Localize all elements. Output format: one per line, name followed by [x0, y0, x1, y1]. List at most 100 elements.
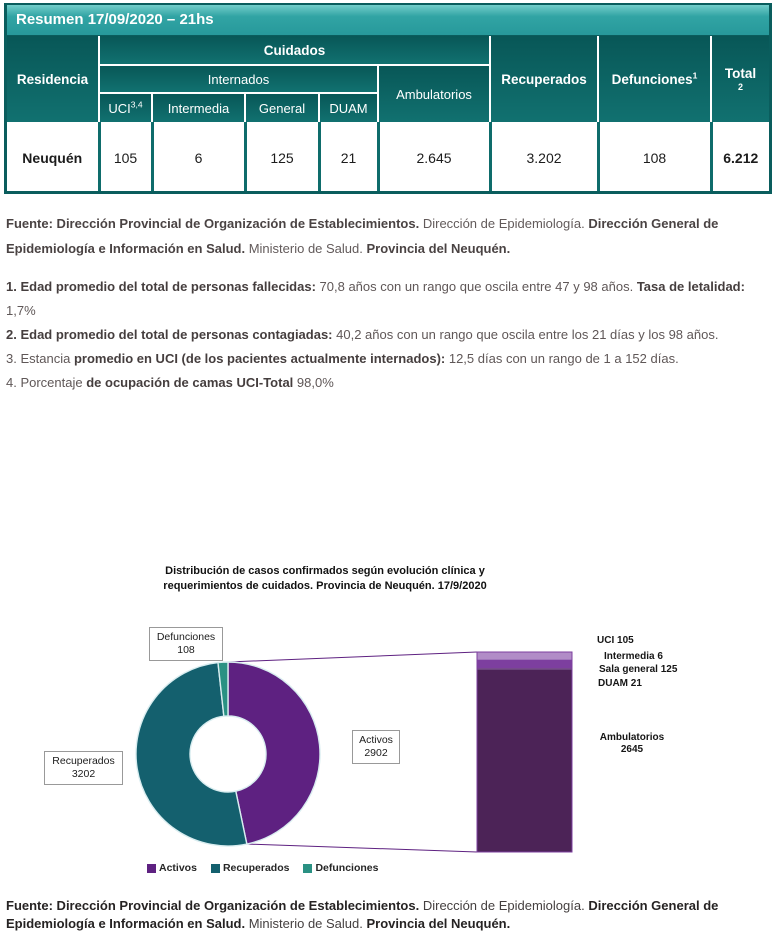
total-footnote-sub: 2 [738, 82, 744, 92]
cell-general: 125 [243, 122, 321, 191]
callout-defunciones-value: 108 [177, 644, 195, 656]
text-segment: Dirección General de Epidemiología e Inf… [6, 898, 719, 931]
legend-item-activos: Activos [147, 862, 197, 874]
bar-label-intermedia-text: Intermedia [604, 651, 655, 662]
legend-swatch-activos-icon [147, 863, 156, 873]
bar-segment-duam [477, 668, 572, 670]
legend-swatch-defunciones-icon [303, 863, 313, 873]
cell-residencia: Neuquén [7, 122, 101, 191]
text-segment: Tasa de letalidad: [636, 279, 745, 294]
table-title: Resumen 17/09/2020 – 21hs [7, 5, 769, 36]
bar-label-ambulatorios: Ambulatorios 2645 [592, 732, 672, 756]
summary-table: Resumen 17/09/2020 – 21hs Residencia Cui… [4, 3, 772, 194]
legend-label-recuperados: Recuperados [222, 862, 290, 874]
bar-segment-intermedia [477, 659, 572, 660]
col-header-cuidados: Cuidados [97, 36, 492, 66]
chart-title: Distribución de casos confirmados según … [0, 564, 650, 594]
defunciones-footnote-sup: 1 [692, 70, 698, 80]
cell-total: 6.212 [709, 122, 770, 191]
cell-duam: 21 [317, 122, 380, 191]
bar-label-uci-text: UCI [597, 635, 615, 646]
callout-recuperados-value: 3202 [71, 768, 96, 780]
bar-label-ambulatorios-value: 2645 [620, 744, 644, 755]
chart-legend: Activos Recuperados Defunciones [147, 862, 378, 874]
total-label: Total [724, 66, 757, 81]
text-segment: 1. Edad promedio del total de personas f… [6, 279, 320, 294]
legend-label-activos: Activos [159, 862, 197, 874]
bar-segment-uci [477, 652, 572, 660]
uci-label: UCI [108, 100, 131, 116]
donut-slice-defunciones [217, 661, 229, 717]
col-header-defunciones: Defunciones1 [597, 36, 713, 124]
col-header-general: General [244, 92, 320, 124]
legend-item-recuperados: Recuperados [210, 862, 290, 874]
text-segment: Ministerio de Salud. [248, 241, 367, 256]
cell-intermedia: 6 [150, 122, 247, 191]
text-segment: Dirección de Epidemiología. [422, 216, 589, 231]
bar-label-sala-general-text: Sala general [599, 664, 658, 675]
source-text-top: Fuente: Dirección Provincial de Organiza… [6, 211, 770, 261]
connector-line-bottom [246, 843, 478, 853]
cell-ambulatorios: 2.645 [376, 122, 492, 191]
source-text-bottom: Fuente: Dirección Provincial de Organiza… [6, 897, 770, 933]
chart-title-line-2: requerimientos de cuidados. Provincia de… [163, 580, 487, 592]
cell-uci: 105 [97, 122, 154, 191]
bar-label-ambulatorios-text: Ambulatorios [599, 732, 665, 743]
callout-defunciones: Defunciones 108 [149, 627, 223, 661]
col-header-recuperados: Recuperados [489, 36, 600, 124]
text-segment: 1,7% [6, 303, 36, 318]
footnote-3: 3. Estancia promedio en UCI (de los paci… [6, 347, 770, 371]
bar-label-intermedia: Intermedia 6 [604, 651, 663, 663]
callout-recuperados-label: Recuperados [52, 755, 115, 767]
text-segment: promedio en UCI (de los pacientes actual… [73, 351, 449, 366]
col-header-ambulatorios: Ambulatorios [376, 64, 491, 124]
bar-outline [476, 651, 573, 853]
footnotes: 1. Edad promedio del total de personas f… [6, 275, 770, 395]
donut-chart-canvas [135, 651, 573, 853]
footnote-4: 4. Porcentaje de ocupación de camas UCI-… [6, 371, 770, 395]
cell-recuperados: 3.202 [488, 122, 600, 191]
text-segment: 98,0% [296, 375, 334, 390]
bar-label-sala-general: Sala general 125 [599, 664, 677, 676]
bar-label-intermedia-value: 6 [657, 651, 663, 662]
text-segment: Dirección General de Epidemiología e Inf… [6, 216, 719, 256]
col-header-residencia: Residencia [7, 36, 100, 124]
callout-activos-value: 2902 [364, 747, 388, 759]
footnote-2: 2. Edad promedio del total de personas c… [6, 323, 770, 347]
text-segment: 12,5 días con un rango de 1 a 152 días. [448, 351, 679, 366]
text-segment: Fuente: Dirección Provincial de Organiza… [6, 216, 423, 231]
bar-label-uci: UCI 105 [597, 635, 634, 647]
callout-activos: Activos 2902 [352, 730, 400, 764]
text-segment: 4. Porcentaje [6, 375, 87, 390]
footnote-1: 1. Edad promedio del total de personas f… [6, 275, 770, 323]
donut-slice-activos [227, 661, 321, 845]
bar-segment-ambulatorios [477, 669, 572, 852]
table-row: Neuquén 105 6 125 21 2.645 3.202 108 6.2… [7, 122, 770, 191]
text-segment: Provincia del Neuquén. [366, 241, 511, 256]
col-header-duam: DUAM [318, 92, 378, 124]
bar-label-duam-value: 21 [630, 678, 642, 689]
legend-label-defunciones: Defunciones [315, 862, 379, 874]
text-segment: 2. Edad promedio del total de personas c… [6, 327, 337, 342]
callout-defunciones-label: Defunciones [156, 631, 216, 643]
bar-label-duam: DUAM 21 [598, 678, 642, 690]
col-header-uci: UCI3,4 [99, 92, 153, 124]
text-segment: 40,2 años con un rango que oscila entre … [336, 327, 719, 342]
bar-label-duam-text: DUAM [598, 678, 628, 689]
text-segment: 3. Estancia [6, 351, 74, 366]
callout-recuperados: Recuperados 3202 [44, 751, 123, 785]
defunciones-label: Defunciones [611, 71, 693, 87]
text-segment: de ocupación de camas UCI-Total [86, 375, 297, 390]
uci-footnote-sup: 3,4 [130, 99, 143, 110]
chart-title-line-1: Distribución de casos confirmados según … [165, 565, 485, 577]
text-segment: Ministerio de Salud. [248, 916, 367, 931]
col-header-intermedia: Intermedia [151, 92, 246, 124]
summary-table-grid: Residencia Cuidados Recuperados Defuncio… [7, 36, 770, 191]
legend-item-defunciones: Defunciones [303, 862, 378, 874]
bar-label-uci-value: 105 [617, 635, 634, 646]
text-segment: 70,8 años con un rango que oscila entre … [319, 279, 637, 294]
connector-line-top [227, 651, 478, 663]
cell-defunciones: 108 [596, 122, 713, 191]
text-segment: Dirección de Epidemiología. [422, 898, 589, 913]
